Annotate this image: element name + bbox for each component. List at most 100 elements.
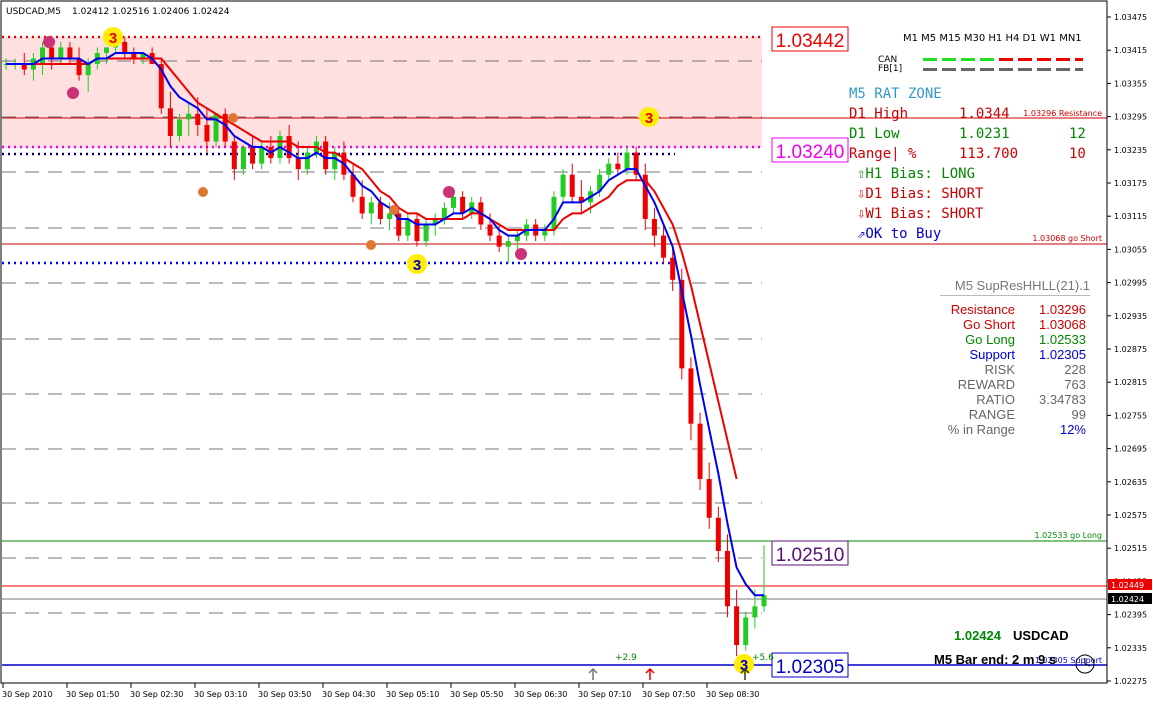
supres-row: RISK 228 xyxy=(984,362,1086,377)
candle-body xyxy=(240,147,246,170)
candle-body xyxy=(542,230,548,236)
price-tick-label: 1.02875 xyxy=(1114,345,1147,354)
price-tick-label: 1.02635 xyxy=(1114,478,1147,487)
timeframe-header: M1 M5 M15 M30 H1 H4 D1 W1 MN1 xyxy=(903,33,1082,44)
candle-body xyxy=(432,218,438,225)
price-tick-label: 1.03175 xyxy=(1114,179,1147,188)
can-row-label: CAN xyxy=(878,55,898,65)
candle-body xyxy=(368,202,374,214)
price-tick-label: 1.02995 xyxy=(1114,279,1147,288)
time-axis: 30 Sep 2010 30 Sep 01:50 30 Sep 02:30 30 Se… xyxy=(2,683,759,699)
candle-body xyxy=(103,47,109,53)
candle-body xyxy=(597,174,603,192)
svg-text:1.03240: 1.03240 xyxy=(776,142,845,163)
candle-body xyxy=(606,163,612,175)
go-long-line-label: 1.02533 go Long xyxy=(1035,531,1103,540)
pivot-3-marker xyxy=(103,27,123,47)
candle-body xyxy=(350,174,356,197)
resistance-line-label: 1.03296 Resistance xyxy=(1023,109,1102,118)
time-tick-label: 30 Sep 03:50 xyxy=(258,690,311,699)
candle-body xyxy=(496,235,502,247)
candle-body xyxy=(569,174,575,197)
candle-body xyxy=(231,141,237,170)
time-tick-label: 30 Sep 02:30 xyxy=(130,690,183,699)
candle-body xyxy=(734,606,740,646)
symbol-info: USDCAD,M5 xyxy=(6,7,61,17)
level-lines xyxy=(2,35,1107,666)
signal-arrows xyxy=(588,667,750,680)
svg-text:3: 3 xyxy=(645,110,653,127)
candle-body xyxy=(487,224,493,236)
moving-averages xyxy=(6,51,764,597)
candle-body xyxy=(58,47,64,59)
supres-row: Go Long 1.02533 xyxy=(965,332,1086,347)
price-tick-label: 1.02935 xyxy=(1114,312,1147,321)
pivot-markers: 3 3 3 3 xyxy=(43,27,754,674)
svg-text:3: 3 xyxy=(109,30,117,47)
svg-text:1.03442: 1.03442 xyxy=(776,31,845,52)
svg-text:3: 3 xyxy=(413,257,421,274)
bar-end-label: M5 Bar end: 2 m 9 s xyxy=(934,652,1056,667)
candle-body xyxy=(204,124,210,142)
ohlc-info: 1.02412 1.02516 1.02406 1.02424 xyxy=(72,7,230,17)
candle-body xyxy=(122,41,128,53)
candle-body xyxy=(706,479,712,518)
pivot-3-marker xyxy=(407,254,427,274)
price-tick-label: 1.03235 xyxy=(1114,146,1147,155)
bid-marker: 1.02449 xyxy=(1111,581,1144,590)
price-box-zone-low: 1.03240 xyxy=(771,137,849,163)
go-short-line-label: 1.03068 go Short xyxy=(1032,234,1102,243)
candle-body xyxy=(387,213,393,219)
supres-row: Go Short 1.03068 xyxy=(962,317,1086,332)
candle-body xyxy=(661,235,667,258)
pivot-1-marker xyxy=(389,205,399,215)
pip-label: +2.9 xyxy=(615,653,637,663)
candle-body xyxy=(551,196,557,231)
svg-text:1.02305: 1.02305 xyxy=(776,657,845,678)
pivot-2-marker xyxy=(43,36,55,48)
supres-row: % in Range 12% xyxy=(947,422,1086,437)
supres-row: RATIO 3.34783 xyxy=(976,392,1086,407)
candle-body xyxy=(405,218,411,236)
candle-body xyxy=(715,517,721,551)
price-box-support: 1.02305 xyxy=(771,652,849,678)
candle-body xyxy=(633,152,639,175)
price-tick-label: 1.02275 xyxy=(1114,677,1147,686)
candle-body xyxy=(140,52,146,59)
candle-body xyxy=(186,113,192,120)
candle-body xyxy=(332,152,338,170)
candle-body xyxy=(414,218,420,242)
pip-label: +5.6 xyxy=(752,653,774,663)
price-tick-label: 1.03115 xyxy=(1114,212,1147,221)
candle-body xyxy=(642,174,648,219)
rat-zone-panel: M5 RAT ZONE D1 High 1.0344 D1 Low 1.0231… xyxy=(849,84,1109,244)
time-tick-label: 30 Sep 03:10 xyxy=(194,690,247,699)
price-tick-label: 1.03415 xyxy=(1114,46,1147,55)
resistance-zone xyxy=(2,37,762,148)
candle-body xyxy=(213,113,219,142)
candle-body xyxy=(250,147,256,164)
time-tick-label: 30 Sep 05:50 xyxy=(450,690,503,699)
candle-body xyxy=(295,158,301,170)
timeframe-labels: M1 M5 M15 M30 H1 H4 D1 W1 MN1 xyxy=(903,33,1082,44)
candle-body xyxy=(377,202,383,219)
candle-body xyxy=(158,64,164,109)
candle-body xyxy=(259,147,265,164)
pivot-2-marker xyxy=(443,186,455,198)
price-box-top: 1.03442 xyxy=(771,26,849,52)
pivot-3-marker xyxy=(639,107,659,127)
candle-body xyxy=(396,213,402,236)
candle-body xyxy=(304,152,310,170)
pivot-1-marker xyxy=(366,240,376,250)
support-line-label: 1.02305 Support xyxy=(1035,656,1102,665)
rat-zone-title: M5 RAT ZONE xyxy=(849,86,942,102)
candle-body xyxy=(752,606,758,618)
price-tick-label: 1.02335 xyxy=(1114,644,1147,653)
supres-row: Support 1.02305 xyxy=(969,347,1086,362)
candle-body xyxy=(222,113,228,142)
supres-row: Resistance 1.03296 xyxy=(950,302,1086,317)
time-tick-label: 30 Sep 07:10 xyxy=(578,690,631,699)
candle-body xyxy=(359,196,365,214)
time-tick-label: 30 Sep 01:50 xyxy=(66,690,119,699)
